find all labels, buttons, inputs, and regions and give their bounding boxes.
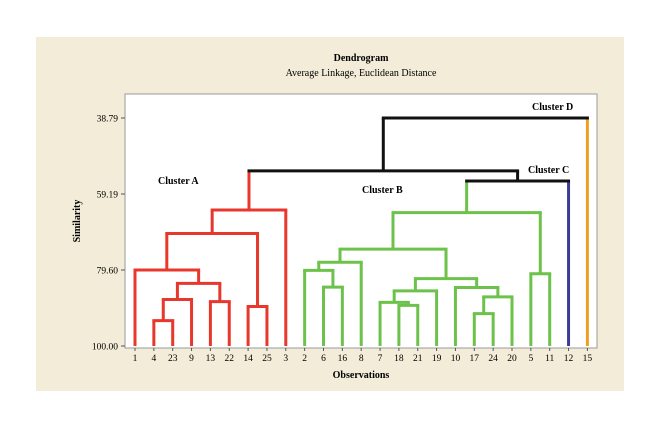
x-tick-label-5: 5 — [528, 354, 533, 364]
x-tick-label-25: 25 — [262, 354, 272, 364]
x-tick-label-4: 4 — [151, 354, 156, 364]
x-tick-label-18: 18 — [394, 354, 404, 364]
x-tick-label-8: 8 — [359, 354, 364, 364]
x-tick-label-13: 13 — [206, 354, 216, 364]
x-tick-label-12: 12 — [564, 354, 574, 364]
x-tick-label-1: 1 — [133, 354, 138, 364]
x-tick-label-9: 9 — [189, 354, 194, 364]
x-tick-label-20: 20 — [507, 354, 517, 364]
x-tick-label-16: 16 — [338, 354, 348, 364]
x-tick-label-22: 22 — [225, 354, 235, 364]
x-tick-label-17: 17 — [470, 354, 480, 364]
x-tick-label-10: 10 — [451, 354, 461, 364]
y-tick-label-1: 59.19 — [97, 190, 119, 200]
y-tick-label-3: 100.00 — [92, 343, 118, 353]
x-tick-label-7: 7 — [378, 354, 383, 364]
cluster-b-label: Cluster B — [362, 185, 403, 196]
x-tick-label-24: 24 — [488, 354, 498, 364]
x-tick-label-14: 14 — [243, 354, 253, 364]
x-tick-label-6: 6 — [321, 354, 326, 364]
x-tick-label-19: 19 — [432, 354, 442, 364]
chart-title: Dendrogram — [334, 53, 389, 64]
x-tick-label-11: 11 — [545, 354, 554, 364]
x-tick-label-21: 21 — [413, 354, 423, 364]
x-tick-label-23: 23 — [168, 354, 178, 364]
x-tick-label-15: 15 — [583, 354, 593, 364]
x-tick-label-2: 2 — [302, 354, 307, 364]
cluster-c-label: Cluster C — [528, 165, 569, 176]
y-tick-label-2: 79.60 — [97, 267, 119, 277]
cluster-a-label: Cluster A — [158, 176, 199, 187]
dendrogram-links — [133, 116, 589, 346]
chart-subtitle: Average Linkage, Euclidean Distance — [286, 68, 437, 79]
y-tick-label-0: 38.79 — [97, 115, 119, 125]
y-axis-ticks: 38.79 59.19 79.60 100.00 — [92, 115, 125, 353]
x-tick-label-3: 3 — [283, 354, 288, 364]
cluster-d-label: Cluster D — [532, 102, 573, 113]
x-axis-label: Observations — [333, 370, 390, 381]
x-axis-ticks: 1 4 23 9 13 22 14 25 3 2 6 16 8 7 18 21 19 10 17 24 20 5 11 12 1… — [133, 348, 593, 364]
y-axis-label: Similarity — [72, 200, 83, 243]
